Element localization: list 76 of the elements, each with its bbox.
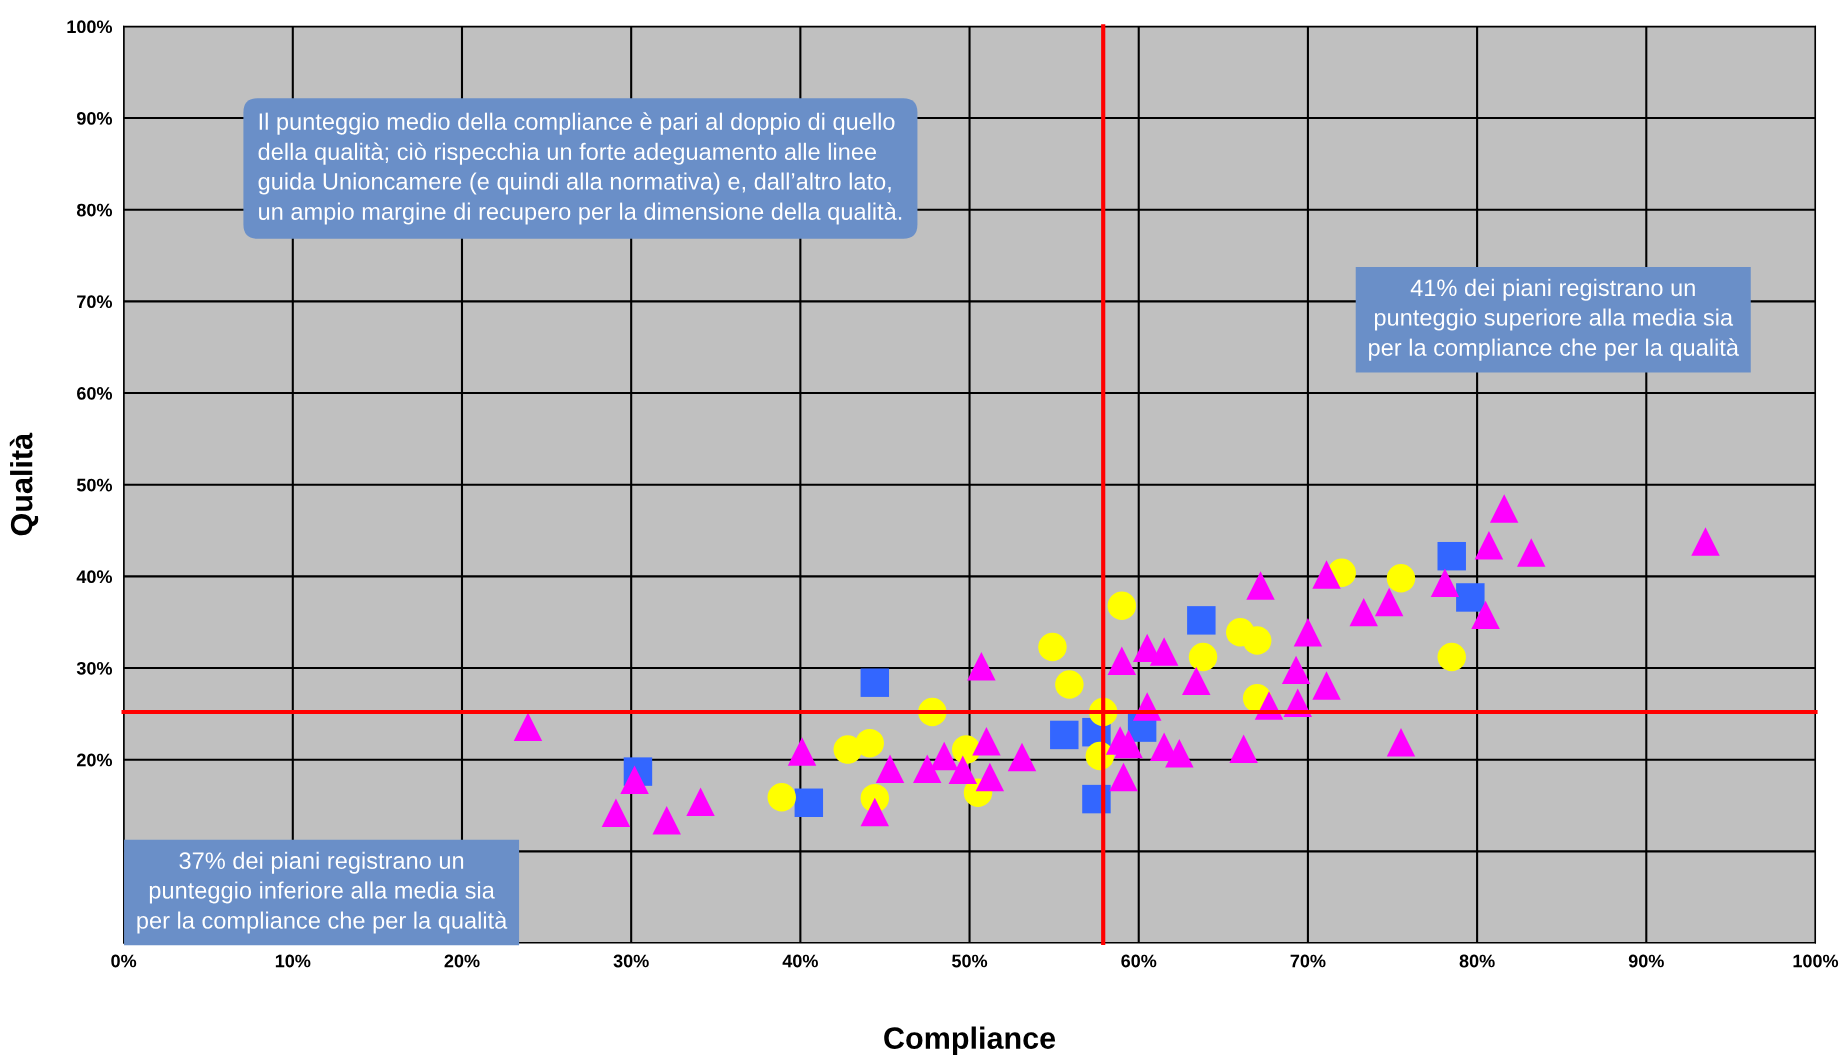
y-axis-title: Qualità <box>9 432 39 536</box>
x-tick-label: 40% <box>782 954 818 968</box>
x-axis-title: Compliance <box>884 1026 1056 1055</box>
y-tick-label: 60% <box>77 386 113 400</box>
point <box>1182 666 1211 696</box>
annotation: Il punteggio medio della compliance è pari al doppio di quello della qualità; ciò rispecchia un forte adeguamento alle linee guida Unioncamere (e quindi alla normativa) e, dall’altro lato, un ampio margine di recupero per la dimensione della qualità. <box>258 112 902 225</box>
x-tick-label: 70% <box>1290 954 1326 968</box>
point <box>975 762 1005 792</box>
point <box>972 727 1001 756</box>
point <box>1188 642 1218 672</box>
y-tick-label: 40% <box>76 570 113 584</box>
point <box>1109 762 1138 792</box>
point <box>1437 642 1466 672</box>
point <box>967 651 996 681</box>
point <box>1471 600 1500 630</box>
point <box>1107 591 1137 620</box>
point <box>1691 527 1720 556</box>
point <box>1107 646 1137 675</box>
point <box>1437 541 1466 571</box>
y-tick-label: 90% <box>76 112 113 125</box>
point <box>1489 494 1519 523</box>
point <box>913 754 942 784</box>
point <box>875 754 905 784</box>
y-tick-label: 50% <box>76 478 113 492</box>
point <box>1114 729 1143 759</box>
point <box>1050 720 1079 750</box>
point <box>1229 734 1258 763</box>
point <box>1007 742 1037 772</box>
point <box>1349 597 1378 627</box>
point <box>794 788 824 817</box>
y-tick-label: 20% <box>76 753 113 767</box>
point <box>1293 618 1323 647</box>
point <box>1038 632 1067 662</box>
x-tick-label: 30% <box>613 954 649 968</box>
x-tick-label: 90% <box>1628 954 1664 968</box>
x-tick-label: 10% <box>275 954 311 968</box>
x-tick-label: 60% <box>1121 954 1157 968</box>
point <box>1374 587 1404 617</box>
point <box>1242 626 1272 655</box>
y-tick-label: 70% <box>77 295 113 309</box>
point <box>1187 606 1216 635</box>
x-tick-label: 50% <box>952 954 988 968</box>
point <box>860 668 890 697</box>
point <box>1055 670 1084 699</box>
point <box>1246 571 1275 600</box>
point <box>860 797 890 827</box>
point <box>1456 583 1485 612</box>
point <box>1312 560 1341 589</box>
point <box>1430 568 1460 598</box>
point <box>513 712 543 741</box>
point <box>1474 530 1504 560</box>
point <box>1386 563 1416 593</box>
point <box>1517 538 1546 567</box>
point <box>1149 637 1179 666</box>
point <box>1386 728 1416 757</box>
point <box>929 741 959 771</box>
x-tick-label: 80% <box>1459 954 1495 968</box>
point <box>652 805 681 835</box>
y-tick-label: 100% <box>67 20 113 34</box>
point <box>620 765 649 795</box>
point <box>686 787 715 817</box>
point <box>1312 671 1341 700</box>
y-tick-label: 80% <box>76 203 113 217</box>
point <box>1281 655 1311 685</box>
annotation: 41% dei piani registrano un punteggio superiore alla media sia per la compliance che per la qualità <box>1369 278 1739 361</box>
point <box>601 798 631 828</box>
point <box>767 783 796 812</box>
point <box>1165 739 1194 768</box>
point <box>855 728 884 758</box>
x-tick-label: 100% <box>1793 954 1839 968</box>
x-tick-label: 20% <box>444 954 480 968</box>
point <box>787 737 817 766</box>
point <box>948 755 978 784</box>
y-tick-label: 30% <box>76 661 113 675</box>
annotation: 37% dei piani registrano un punteggio inferiore alla media sia per la compliance che per la qualità <box>137 851 508 934</box>
x-tick-label: 0% <box>111 954 137 968</box>
